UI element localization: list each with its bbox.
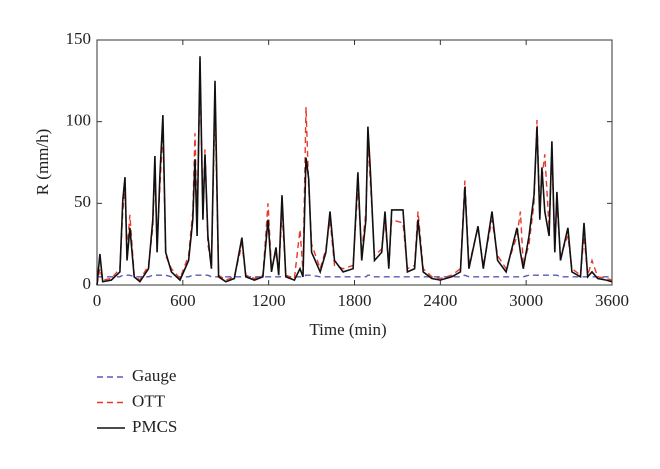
series-line	[97, 274, 612, 278]
x-tick-label: 3600	[595, 291, 629, 310]
y-axis-label: R (mm/h)	[33, 129, 52, 196]
y-tick-label: 150	[66, 29, 92, 48]
x-tick-label: 600	[170, 291, 196, 310]
y-tick-label: 0	[83, 274, 92, 293]
x-tick-label: 0	[93, 291, 102, 310]
series-line	[96, 56, 613, 286]
x-tick-label: 1800	[338, 291, 372, 310]
legend-label: Gauge	[132, 366, 176, 385]
x-tick-label: 2400	[423, 291, 457, 310]
x-axis-label: Time (min)	[309, 320, 386, 339]
x-tick-label: 1200	[252, 291, 286, 310]
y-tick-label: 50	[74, 192, 91, 211]
legend-label: PMCS	[132, 417, 177, 436]
legend-label: OTT	[132, 391, 166, 410]
x-tick-label: 3000	[509, 291, 543, 310]
y-tick-label: 100	[66, 111, 92, 130]
